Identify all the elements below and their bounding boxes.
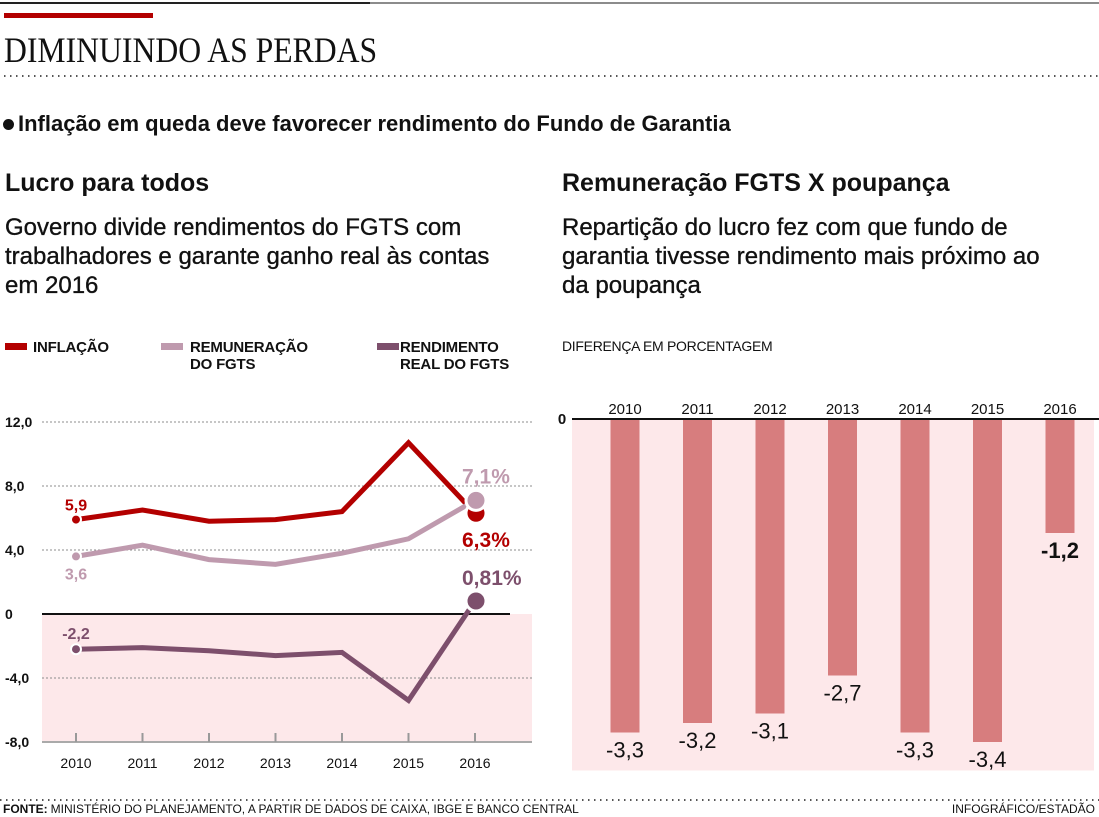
bar-chart-axis-label: DIFERENÇA EM PORCENTAGEM	[562, 338, 773, 354]
zero-label: 0	[558, 411, 566, 428]
x-tick-label: 2013	[260, 755, 291, 771]
source-label: FONTE:	[3, 802, 48, 816]
footer-divider	[0, 799, 1099, 801]
description-line: trabalhadores e garante ganho real às co…	[5, 243, 490, 270]
data-point-start	[70, 550, 82, 563]
right-panel-heading: Remuneração FGTS X poupança	[562, 169, 950, 197]
bar	[900, 419, 930, 733]
data-label-start: 5,9	[65, 498, 87, 515]
series-line	[75, 599, 478, 704]
bar	[828, 419, 857, 676]
accent-bar	[4, 13, 153, 18]
footer-source: FONTE: MINISTÉRIO DO PLANEJAMENTO, A PART…	[3, 802, 579, 816]
bar-value-label: -3,4	[969, 747, 1007, 772]
y-tick-label: -8,0	[5, 734, 29, 750]
bar	[1045, 419, 1075, 533]
legend-label-rendimento: RENDIMENTO REAL DO FGTS	[400, 339, 509, 373]
legend-line: DO FGTS	[190, 356, 256, 373]
bar-value-label: -2,7	[824, 681, 862, 706]
legend-label-inflacao: INFLAÇÃO	[33, 339, 109, 356]
bar-chart: 2010 -3,3 2011 -3,2 2012 -3,1 2013 -2,7 2014 -3,3…	[558, 401, 1099, 772]
data-point-end	[464, 488, 488, 512]
legend-line: RENDIMENTO	[400, 339, 499, 356]
legend-swatch-rendimento	[377, 343, 399, 350]
data-label-start: -2,2	[62, 626, 90, 643]
data-point-end	[464, 589, 488, 613]
description-line: Governo divide rendimentos do FGTS com	[5, 214, 462, 241]
y-tick-label: 8,0	[5, 478, 25, 494]
x-tick-label: 2014	[326, 755, 357, 771]
line-chart: 12,0 8,0 4,0 0 -4,0 -8,0 2010 2011 2012 2013 2014 2…	[5, 414, 533, 771]
footer-credit: INFOGRÁFICO/ESTADÃO	[951, 802, 1095, 816]
data-point-start	[70, 513, 82, 526]
legend-line: INFLAÇÃO	[33, 339, 109, 356]
bar	[610, 419, 640, 733]
x-tick-label: 2015	[971, 401, 1004, 418]
right-panel-description: Repartição do lucro fez com que fundo de…	[562, 213, 1040, 300]
x-tick-label: 2011	[127, 755, 157, 771]
x-tick-label: 2011	[681, 401, 713, 418]
x-tick-label: 2012	[753, 401, 786, 418]
bar	[973, 419, 1002, 742]
legend-line: REMUNERAÇÃO	[190, 339, 308, 356]
description-line: da poupança	[562, 272, 701, 299]
title-divider	[4, 75, 1099, 77]
bar-value-label: -3,2	[679, 728, 717, 753]
subtitle-text: Inflação em queda deve favorecer rendime…	[18, 111, 731, 136]
y-tick-label: 12,0	[5, 414, 32, 430]
data-label-end: 0,81%	[462, 567, 522, 590]
subtitle: Inflação em queda deve favorecer rendime…	[3, 112, 731, 136]
top-rule-extension	[370, 2, 1099, 4]
series-line	[75, 498, 477, 567]
x-tick-label: 2014	[898, 401, 931, 418]
x-tick-label: 2013	[826, 401, 859, 418]
legend-swatch-remuneracao	[161, 343, 183, 350]
page-title: DIMINUINDO AS PERDAS	[4, 30, 378, 70]
bullet-icon	[3, 118, 14, 130]
bar-value-label: -3,3	[606, 738, 644, 763]
left-panel-heading: Lucro para todos	[5, 169, 210, 197]
data-point-start	[70, 643, 82, 656]
x-tick-label: 2015	[393, 755, 424, 771]
data-label-start: 3,6	[65, 566, 87, 583]
x-tick-label: 2010	[608, 401, 641, 418]
y-tick-label: 0	[5, 606, 13, 622]
description-line: garantia tivesse rendimento mais próximo…	[562, 243, 1040, 270]
legend-swatch-inflacao	[5, 343, 27, 350]
description-line: em 2016	[5, 272, 99, 299]
series-line	[75, 439, 477, 524]
x-tick-label: 2016	[459, 755, 490, 771]
bar-value-label: -1,2	[1041, 538, 1079, 563]
bar	[683, 419, 712, 723]
y-tick-label: 4,0	[5, 542, 25, 558]
x-tick-label: 2016	[1043, 401, 1076, 418]
x-tick-label: 2012	[193, 755, 224, 771]
bar-value-label: -3,3	[896, 738, 934, 763]
y-tick-label: -4,0	[5, 670, 29, 686]
data-label-end: 6,3%	[462, 529, 510, 552]
data-label-end: 7,1%	[462, 465, 510, 488]
x-tick-label: 2010	[60, 755, 91, 771]
bar	[755, 419, 785, 714]
top-rule	[0, 2, 370, 4]
left-panel-description: Governo divide rendimentos do FGTS com t…	[5, 213, 490, 300]
description-line: Repartição do lucro fez com que fundo de	[562, 214, 1008, 241]
bar-value-label: -3,1	[751, 719, 789, 744]
legend-label-remuneracao: REMUNERAÇÃO DO FGTS	[190, 339, 308, 373]
legend-line: REAL DO FGTS	[400, 356, 509, 373]
source-text: MINISTÉRIO DO PLANEJAMENTO, A PARTIR DE …	[50, 802, 579, 816]
